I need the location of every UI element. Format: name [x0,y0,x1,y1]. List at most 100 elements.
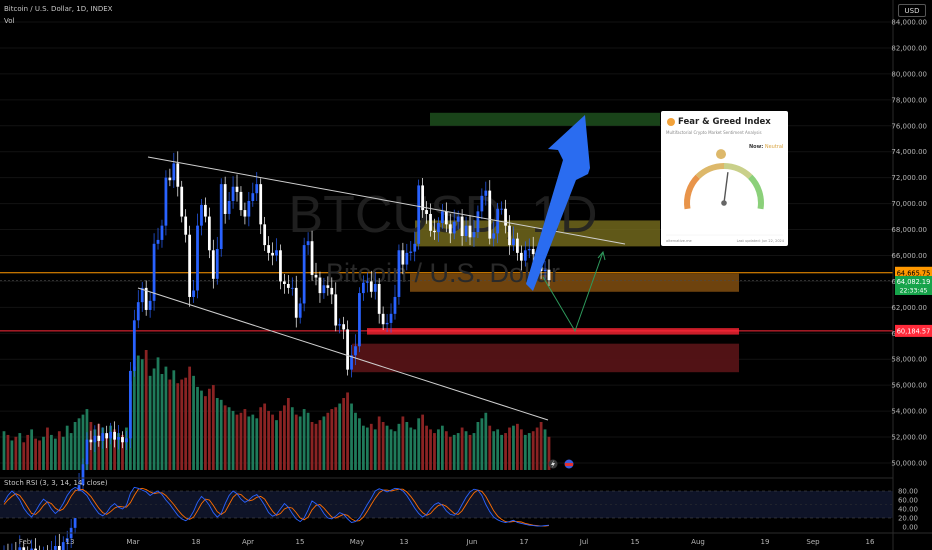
candle-body [365,281,369,283]
time-tick-label: Sep [806,538,820,546]
volume-bar [117,433,120,470]
volume-label[interactable]: Vol [4,17,15,25]
candle-body [239,191,243,211]
candle-body [326,285,330,288]
projection-path[interactable] [542,250,606,333]
currency-button[interactable]: USD [898,4,926,17]
fear-greed-now-label: Now: [749,144,764,150]
time-tick-label: 13 [400,538,409,546]
candle-body [385,322,389,325]
volume-bar [354,412,357,470]
time-tick-label: Jun [466,538,478,546]
volume-bar [263,403,267,470]
fear-greed-now-value: Neutral [764,144,784,150]
volume-bar [350,403,353,470]
volume-bar [535,427,539,470]
candle-body [377,284,381,314]
gauge-segment [695,162,725,180]
volume-bar [547,436,551,470]
time-tick-label: 16 [866,538,875,546]
candle-body [180,186,184,217]
event-icons[interactable] [548,459,574,469]
volume-bar [365,427,369,470]
projection-line[interactable] [542,251,604,333]
candle-body [128,370,132,439]
horizontal-levels [0,272,893,332]
volume-bar [290,407,294,470]
volume-bar [326,412,330,470]
candle-body [204,204,207,217]
candle-body [429,213,432,231]
volume-bar [30,429,34,470]
volume-bar [389,429,393,470]
volume-bar [211,385,215,470]
candle-body [211,250,215,279]
stoch-tick-label: 40.00 [898,506,918,514]
candle-body [290,287,294,289]
candle-body [148,300,152,310]
arrow-shape[interactable] [526,115,590,291]
candle-body [543,269,547,272]
volume-bar [452,434,456,470]
candle-body [480,195,484,212]
price-tick-label: 72,000.00 [891,174,927,182]
projection-arrowhead[interactable] [597,250,606,261]
volume-bar [362,425,365,470]
volume-bar [172,370,176,470]
candle-body [192,290,195,297]
candle-body [117,437,120,440]
candle-body [200,204,203,226]
candle-body [298,303,302,318]
volume-bar [413,429,417,470]
stoch-label[interactable]: Stoch RSI (3, 3, 14, 14, close) [4,479,108,487]
volume-bar [247,416,251,470]
volume-bar [504,433,507,470]
volume-bar [38,440,41,470]
volume-bar [523,434,527,470]
stoch-d-line [3,487,550,527]
volume-bar [57,431,61,470]
price-tick-label: 62,000.00 [891,304,927,312]
candle-body [271,252,274,256]
price-tick-label: 66,000.00 [891,252,927,260]
candle-body [310,241,314,275]
volume-bar [508,427,511,470]
candle-body [523,250,527,261]
volume-bar [271,414,274,470]
candle-body [30,548,34,550]
us-flag-stripe-icon [565,463,573,466]
volume-bar [259,407,263,470]
price-label-orange-bg [895,266,932,279]
fear-greed-subtitle: Multifactorial Crypto Market Sentiment A… [666,130,762,135]
candle-body [34,548,37,550]
volume-bar [2,431,6,470]
candle-body [401,250,405,265]
candle-body [527,248,531,251]
price-label-current: 64,082.19 [897,278,931,286]
volume-bar [385,425,389,470]
volume-bar [346,392,349,470]
stoch-rsi-pane [0,477,932,527]
time-axis[interactable]: Feb 13 Mar 18 Apr 15 May 13 Jun 17 Jul 15 Aug 19 Sep 16 [0,532,932,546]
candle-body [362,282,365,294]
candle-body [144,287,148,310]
lower-trendline[interactable] [137,287,549,421]
gauge-segment [747,174,764,210]
candle-body [519,252,523,261]
volume-bar [456,433,460,470]
volume-bar [144,350,148,470]
zone-green [430,112,660,126]
zone-orange [410,273,739,292]
symbol-title[interactable]: Bitcoin / U.S. Dollar, 1D, INDEX [4,5,113,13]
volume-bar [239,412,243,470]
volume-bar [219,399,223,470]
big-up-arrow[interactable] [526,115,590,291]
candle-body [231,186,235,201]
volume-bar [34,438,37,470]
price-label-current-bg [895,276,932,295]
candle-body [452,221,456,234]
price-tick-label: 50,000.00 [891,460,927,468]
candle-body [53,546,57,550]
stoch-tick-label: 80.00 [898,488,918,496]
